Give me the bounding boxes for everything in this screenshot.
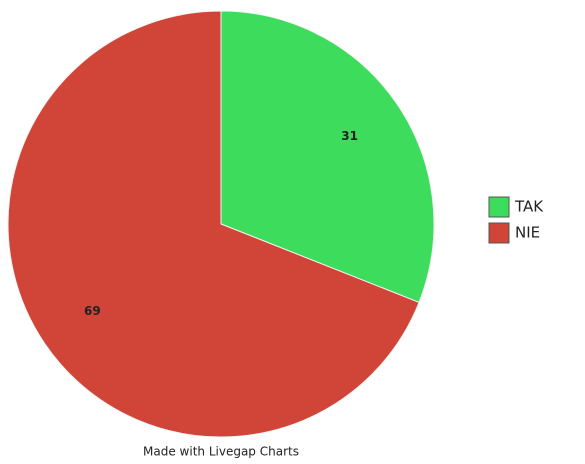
pie-slice [220,10,435,304]
value-label: 69 [84,304,101,318]
pie-slice [7,10,420,438]
legend-label: TAK [514,198,544,216]
legend-label: NIE [515,224,540,242]
footer: Made with Livegap Charts [143,445,299,459]
legend-swatch [488,196,510,218]
value-label: 31 [341,129,358,143]
legend-swatch [488,222,510,244]
